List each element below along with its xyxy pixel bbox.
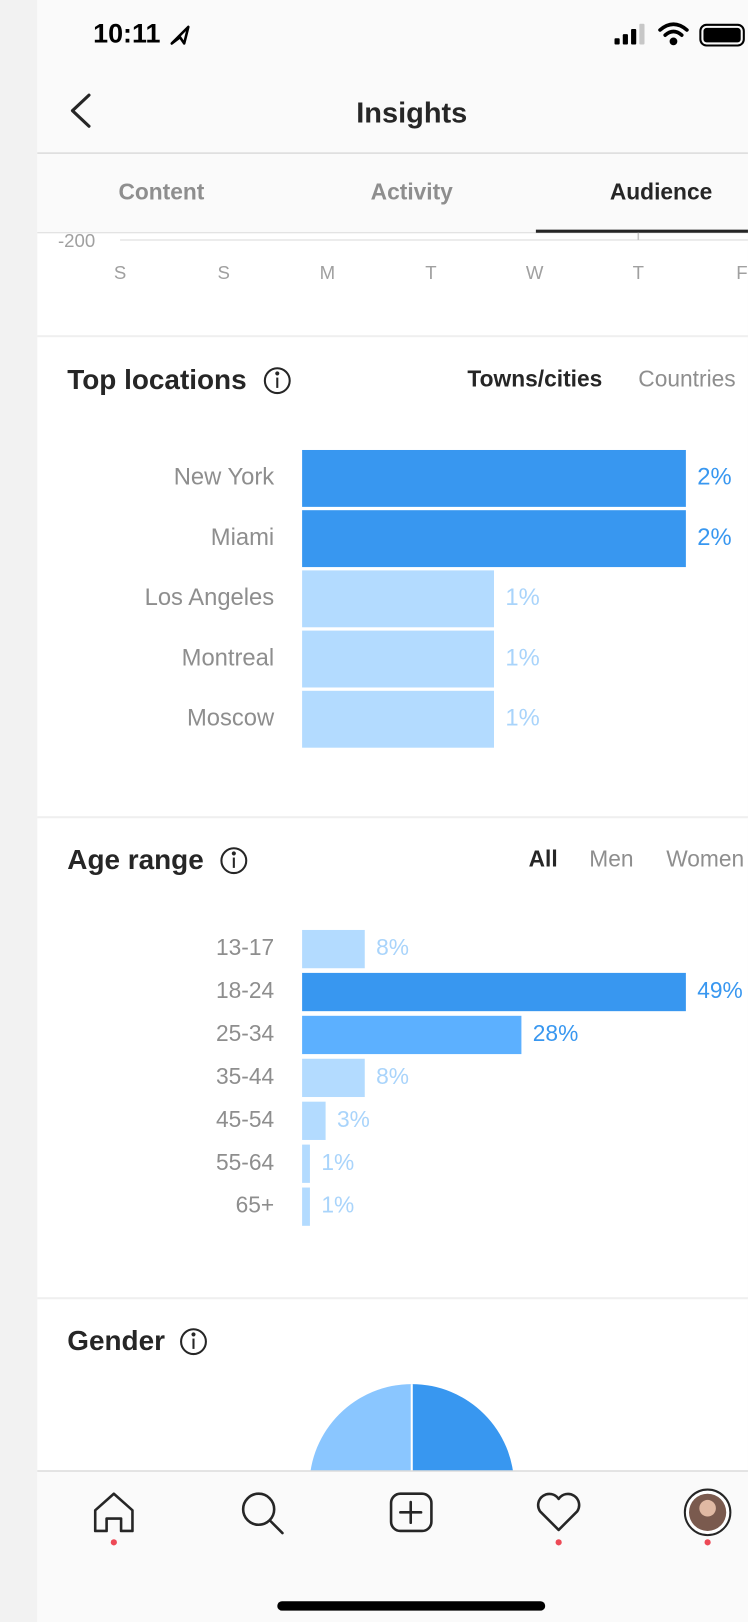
- home-icon[interactable]: [93, 1492, 134, 1533]
- content-bg: [37, 0, 748, 1622]
- gender-pie-slice: [309, 1384, 412, 1487]
- x-tick-label: W: [526, 262, 544, 283]
- notification-dot: [555, 1539, 562, 1546]
- value-label: 8%: [376, 1063, 409, 1089]
- y-tick-label: -200: [58, 230, 95, 251]
- category-label: New York: [174, 464, 275, 491]
- activity-icon[interactable]: [536, 1492, 581, 1532]
- filter-option[interactable]: Men: [589, 846, 633, 872]
- section-divider: [37, 1297, 748, 1300]
- bar: [302, 1144, 310, 1183]
- gender-pie-slice: [411, 1384, 515, 1487]
- bar: [302, 630, 494, 688]
- battery-icon: [699, 23, 745, 47]
- section-divider: [37, 335, 748, 338]
- battery-level: [703, 27, 741, 43]
- bar: [302, 510, 686, 568]
- x-tick-label: S: [114, 262, 126, 283]
- value-label: 49%: [697, 977, 743, 1003]
- filter-option[interactable]: Countries: [638, 366, 735, 392]
- category-label: 35-44: [216, 1063, 274, 1089]
- page-title: Insights: [356, 97, 467, 129]
- bottom-nav: [37, 1470, 748, 1622]
- top-bar-bg: [37, 0, 748, 233]
- x-tick-label: T: [633, 262, 644, 283]
- x-tick-label: M: [320, 262, 336, 283]
- value-label: 2%: [697, 524, 731, 551]
- notification-dot: [704, 1539, 711, 1546]
- bar: [302, 570, 494, 628]
- value-label: 1%: [505, 584, 539, 611]
- notification-dot: [110, 1539, 117, 1546]
- category-label: 13-17: [216, 934, 274, 960]
- category-label: Miami: [211, 524, 274, 551]
- value-label: 1%: [505, 705, 539, 732]
- category-label: 65+: [236, 1192, 275, 1218]
- category-label: Los Angeles: [145, 584, 275, 611]
- tab[interactable]: Activity: [371, 178, 454, 204]
- tab[interactable]: Audience: [610, 178, 712, 204]
- value-label: 3%: [337, 1106, 370, 1132]
- info-icon[interactable]: [180, 1328, 207, 1356]
- category-label: Moscow: [187, 705, 275, 732]
- signal-icon: [614, 23, 645, 45]
- category-label: Montreal: [182, 644, 275, 671]
- bar: [302, 929, 365, 969]
- bar: [302, 1101, 326, 1140]
- home-indicator: [277, 1601, 546, 1611]
- new-post-icon[interactable]: [389, 1492, 433, 1533]
- value-label: 1%: [321, 1149, 354, 1175]
- category-label: 18-24: [216, 977, 274, 1003]
- value-label: 28%: [533, 1020, 579, 1046]
- x-tick-label: F: [736, 262, 747, 283]
- info-icon[interactable]: [220, 847, 248, 875]
- section-title: Gender: [67, 1325, 165, 1356]
- location-icon: [170, 25, 190, 45]
- section-divider: [37, 816, 748, 819]
- profile-face: [699, 1499, 716, 1517]
- category-label: 55-64: [216, 1149, 274, 1175]
- category-label: 45-54: [216, 1106, 274, 1132]
- bar: [302, 690, 494, 748]
- search-icon[interactable]: [241, 1492, 284, 1535]
- bar: [302, 1187, 310, 1226]
- status-time: 10:11: [93, 18, 160, 48]
- back-button[interactable]: [70, 93, 91, 128]
- bar: [302, 449, 686, 507]
- active-tab-underline: [535, 229, 748, 233]
- bar: [302, 972, 686, 1012]
- filter-option[interactable]: All: [529, 846, 558, 872]
- filter-option[interactable]: Towns/cities: [467, 366, 602, 392]
- value-label: 1%: [321, 1192, 354, 1218]
- section-title: Top locations: [67, 364, 246, 395]
- value-label: 8%: [376, 934, 409, 960]
- bar: [302, 1015, 522, 1055]
- category-label: 25-34: [216, 1020, 274, 1046]
- value-label: 1%: [505, 644, 539, 671]
- tab[interactable]: Content: [118, 178, 204, 204]
- filter-option[interactable]: Women: [666, 846, 744, 872]
- section-title: Age range: [67, 844, 203, 875]
- wifi-icon: [658, 22, 689, 46]
- x-tick-label: S: [217, 262, 229, 283]
- bar: [302, 1058, 365, 1098]
- value-label: 2%: [697, 464, 731, 491]
- info-icon[interactable]: [263, 367, 291, 395]
- x-tick-label: T: [425, 262, 436, 283]
